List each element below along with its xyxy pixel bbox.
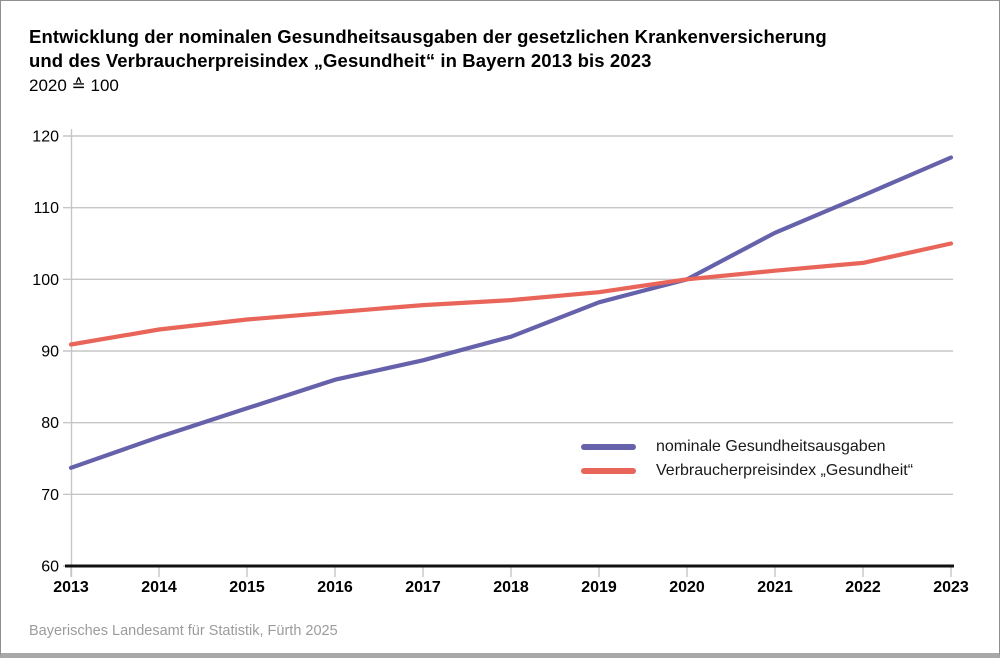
x-tick-label: 2016 <box>317 579 353 596</box>
x-tick-label: 2021 <box>757 579 793 596</box>
chart-title-line1: Entwicklung der nominalen Gesundheitsaus… <box>29 26 827 47</box>
legend-label: nominale Gesundheitsausgaben <box>656 438 886 455</box>
legend-label: Verbraucherpreisindex „Gesundheit“ <box>656 462 914 479</box>
chart-legend: nominale Gesundheitsausgaben Verbraucher… <box>581 435 913 483</box>
x-tick-label: 2018 <box>493 579 529 596</box>
y-tick-label: 70 <box>41 487 59 504</box>
x-tick-label: 2023 <box>933 579 969 596</box>
chart-title-line2: und des Verbraucherpreisindex „Gesundhei… <box>29 50 652 71</box>
legend-item: nominale Gesundheitsausgaben <box>581 435 913 459</box>
x-tick-label: 2020 <box>669 579 705 596</box>
y-tick-label: 60 <box>41 559 59 576</box>
source-note: Bayerisches Landesamt für Statistik, Für… <box>29 623 338 639</box>
series-line <box>68 155 954 470</box>
x-tick-label: 2015 <box>229 579 265 596</box>
legend-line-swatch-icon <box>581 444 636 450</box>
y-tick-label: 90 <box>41 344 59 361</box>
x-tick-label: 2013 <box>53 579 89 596</box>
chart-subtitle: 2020 ≙ 100 <box>29 76 119 95</box>
y-tick-label: 100 <box>32 272 59 289</box>
legend-item: Verbraucherpreisindex „Gesundheit“ <box>581 459 913 483</box>
x-tick-label: 2017 <box>405 579 441 596</box>
y-tick-label: 110 <box>33 200 59 217</box>
title-block: Entwicklung der nominalen Gesundheitsaus… <box>29 25 979 98</box>
y-tick-label: 80 <box>41 415 59 432</box>
x-tick-label: 2014 <box>141 579 177 596</box>
y-tick-label: 120 <box>32 129 59 146</box>
x-tick-label: 2019 <box>581 579 617 596</box>
legend-line-swatch-icon <box>581 468 636 474</box>
x-tick-label: 2022 <box>845 579 881 596</box>
series-line <box>68 241 954 347</box>
